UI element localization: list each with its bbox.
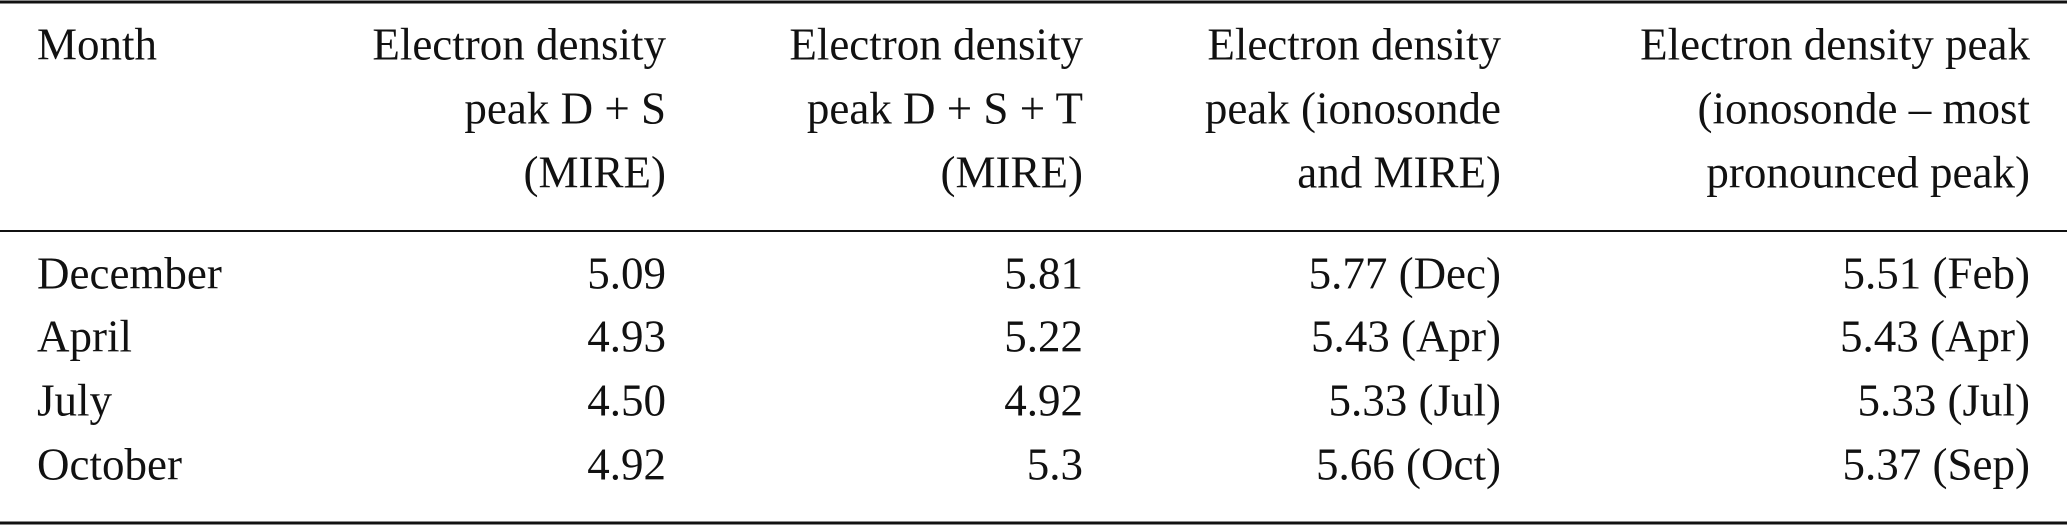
cell: October: [37, 439, 182, 489]
cell: April: [37, 311, 132, 361]
cell: 5.43 (Apr): [1311, 311, 1501, 361]
cell: 5.3: [1027, 439, 1083, 489]
cell: 5.22: [1004, 311, 1083, 361]
header-cell: Electron density peak: [1640, 19, 2030, 69]
header-cell: Electron density: [372, 19, 666, 69]
header-cell: peak D + S: [464, 83, 666, 133]
cell: 4.92: [1004, 375, 1083, 425]
header-cell: Month: [37, 19, 157, 69]
header-cell: pronounced peak): [1706, 147, 2030, 197]
cell: December: [37, 248, 222, 298]
header-cell: peak (ionosonde: [1205, 83, 1501, 133]
cell: 5.77 (Dec): [1309, 248, 1501, 298]
cell: 5.66 (Oct): [1316, 439, 1501, 489]
cell: 5.09: [587, 248, 666, 298]
header-cell: (MIRE): [941, 147, 1083, 197]
cell: 5.33 (Jul): [1858, 375, 2031, 425]
cell: 5.37 (Sep): [1843, 439, 2030, 489]
header-cell: peak D + S + T: [807, 83, 1083, 133]
cell: 4.92: [587, 439, 666, 489]
cell: 5.43 (Apr): [1840, 311, 2030, 361]
cell: July: [37, 375, 113, 425]
header-cell: and MIRE): [1297, 147, 1501, 197]
header-cell: (ionosonde – most: [1698, 83, 2031, 133]
header-cell: (MIRE): [524, 147, 666, 197]
header-cell: Electron density: [789, 19, 1083, 69]
cell: 5.33 (Jul): [1329, 375, 1502, 425]
cell: 4.50: [587, 375, 666, 425]
cell: 5.51 (Feb): [1843, 248, 2030, 298]
cell: 5.81: [1004, 248, 1083, 298]
cell: 4.93: [587, 311, 666, 361]
header-cell: Electron density: [1207, 19, 1501, 69]
